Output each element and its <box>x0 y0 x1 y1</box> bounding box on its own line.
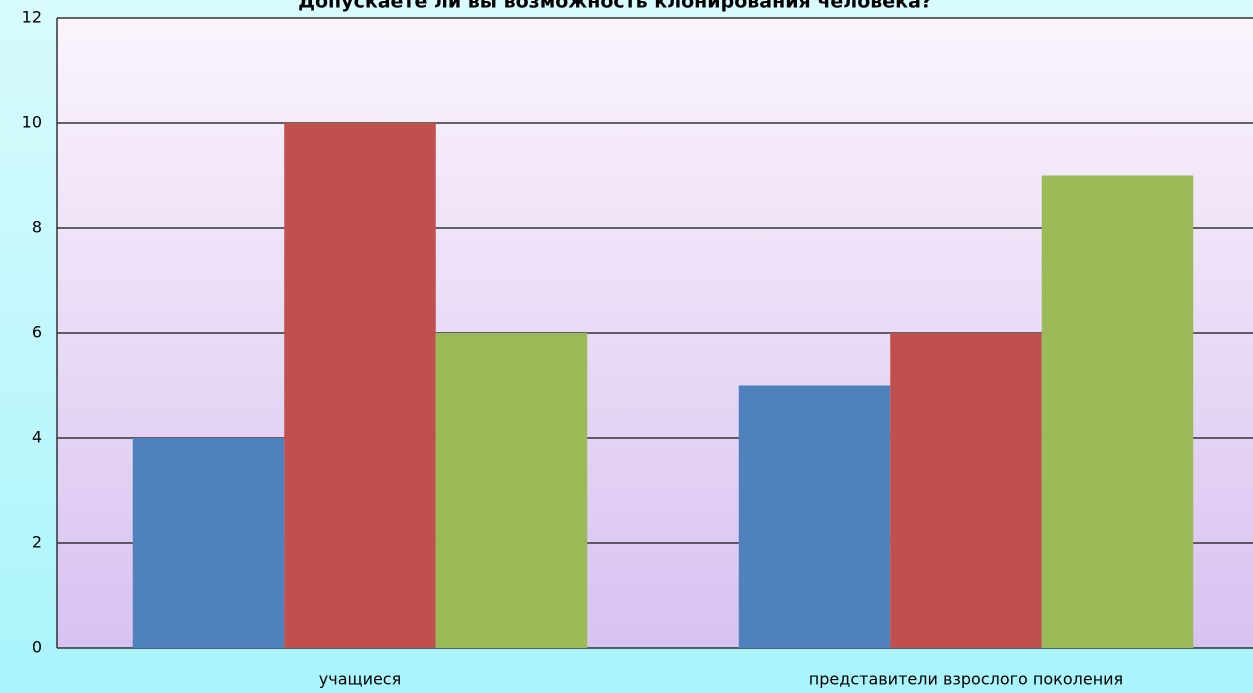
y-tick-label: 2 <box>32 533 42 552</box>
bar <box>890 333 1042 648</box>
bar <box>284 123 436 648</box>
bar <box>435 333 588 648</box>
chart-title: Допускаете ли вы возможность клонировани… <box>298 0 932 13</box>
y-tick-label: 0 <box>32 638 42 657</box>
y-tick-label: 10 <box>22 113 42 132</box>
bar <box>132 438 285 648</box>
bar <box>738 385 891 648</box>
x-tick-label: представители взрослого поколения <box>809 670 1123 689</box>
y-tick-label: 12 <box>22 8 42 27</box>
y-tick-label: 4 <box>32 428 42 447</box>
y-tick-label: 8 <box>32 218 42 237</box>
bar <box>1041 175 1194 648</box>
x-tick-label: учащиеся <box>319 670 401 689</box>
y-tick-label: 6 <box>32 323 42 342</box>
